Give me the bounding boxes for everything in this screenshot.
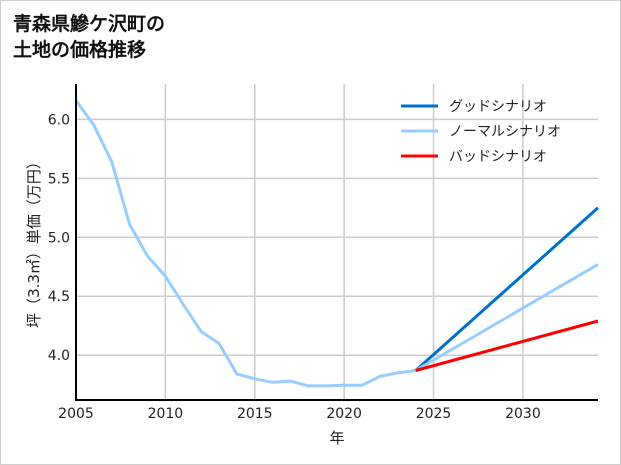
x-tick-label: 2025: [416, 406, 452, 422]
chart-title-line-2: 土地の価格推移: [13, 39, 147, 61]
x-tick-label: 2015: [237, 406, 273, 422]
y-tick-label: 5.0: [48, 230, 70, 246]
tick-labels: 2005 2010 2015 2020 2025 2030 4.0 4.5 5.0 5.5 6.0: [48, 112, 541, 422]
series-line-1: [414, 206, 599, 372]
series-line-0: [74, 99, 416, 388]
axes: [75, 84, 598, 401]
legend-label: グッドシナリオ: [449, 99, 547, 115]
series-line-3: [415, 319, 599, 372]
chart-title: 青森県鰺ケ沢町の 土地の価格推移: [13, 11, 165, 63]
y-tick-label: 6.0: [48, 112, 70, 128]
x-tick-label: 2010: [148, 406, 184, 422]
y-tick-label: 5.5: [48, 171, 70, 187]
y-tick-label: 4.5: [48, 289, 70, 305]
chart-title-line-1: 青森県鰺ケ沢町の: [13, 13, 166, 35]
legend-label: バッドシナリオ: [449, 149, 547, 165]
x-axis-label: 年: [329, 429, 344, 447]
grid: [75, 84, 598, 400]
x-tick-label: 2005: [58, 406, 94, 422]
x-tick-label: 2020: [326, 406, 362, 422]
x-tick-label: 2030: [505, 406, 541, 422]
y-tick-label: 4.0: [48, 348, 70, 364]
series-line-2: [414, 263, 599, 372]
y-axis-label: 坪（3.3㎡）単価（万円）: [25, 154, 43, 328]
legend-label: ノーマルシナリオ: [449, 124, 561, 140]
series-lines: [74, 99, 599, 388]
